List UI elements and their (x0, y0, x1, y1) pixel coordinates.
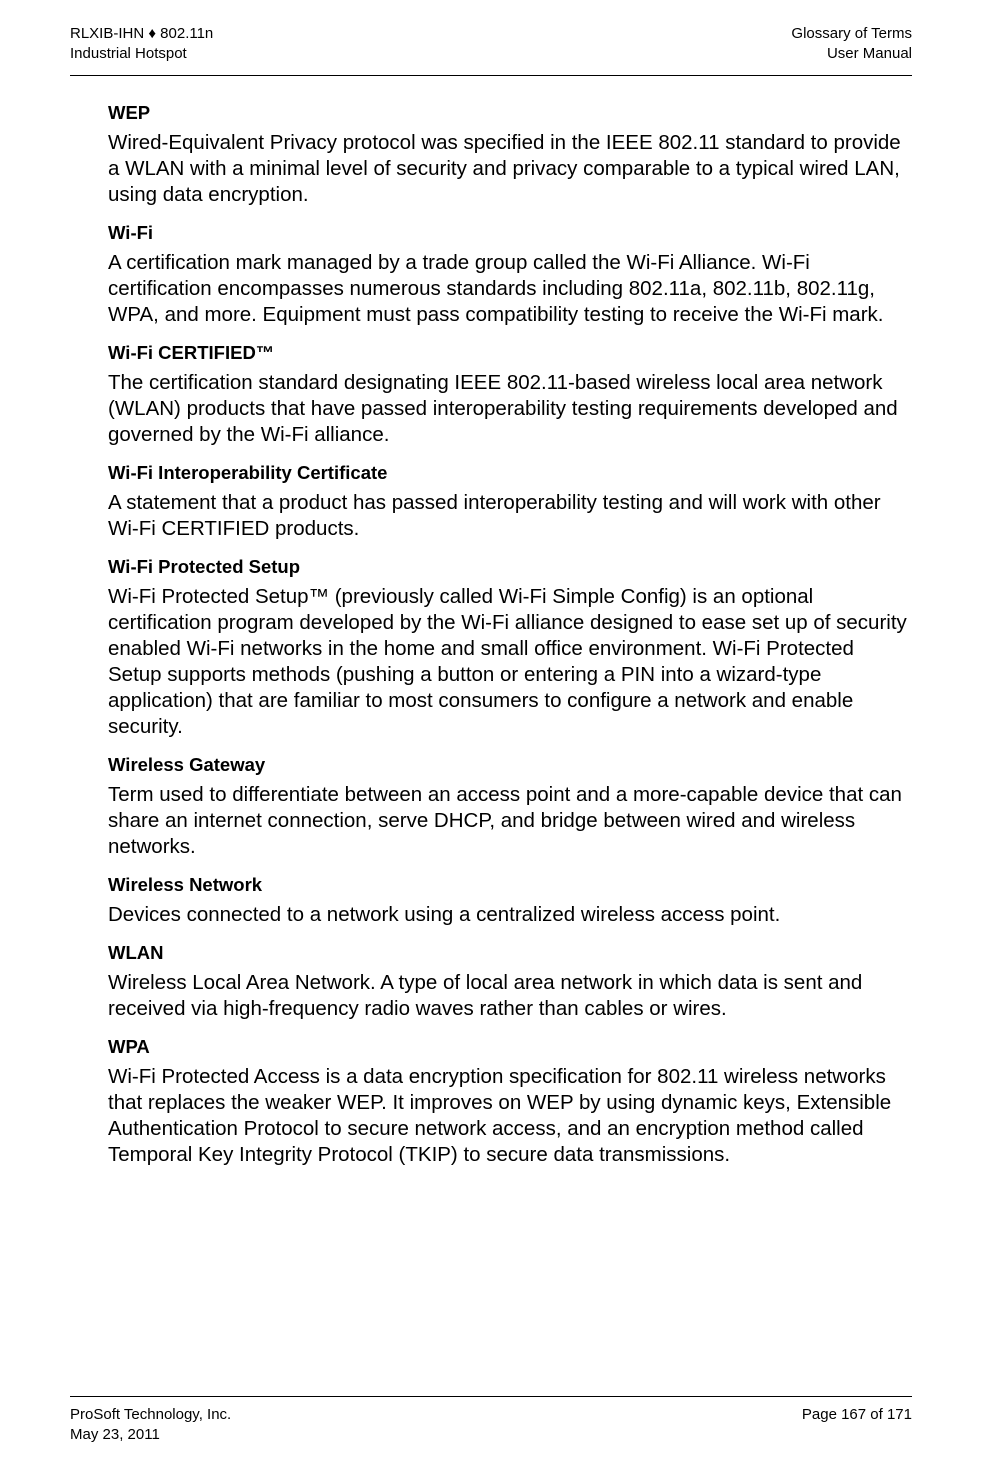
glossary-definition: Wired-Equivalent Privacy protocol was sp… (108, 130, 912, 208)
glossary-definition: A statement that a product has passed in… (108, 490, 912, 542)
glossary-definition: Wi-Fi Protected Access is a data encrypt… (108, 1064, 912, 1168)
glossary-term: Wi-Fi Interoperability Certificate (108, 462, 912, 484)
header-right-line1: Glossary of Terms (791, 24, 912, 44)
glossary-definition: Devices connected to a network using a c… (108, 902, 912, 928)
footer-date: May 23, 2011 (70, 1425, 231, 1445)
glossary-entry: Wi-Fi CERTIFIED™ The certification stand… (108, 342, 912, 448)
page: RLXIB-IHN ♦ 802.11n Industrial Hotspot G… (0, 0, 982, 1469)
glossary-entry: Wireless Network Devices connected to a … (108, 874, 912, 928)
glossary-definition: Wi-Fi Protected Setup™ (previously calle… (108, 584, 912, 740)
glossary-definition: The certification standard designating I… (108, 370, 912, 448)
glossary-term: Wireless Network (108, 874, 912, 896)
footer-left: ProSoft Technology, Inc. May 23, 2011 (70, 1405, 231, 1446)
glossary-entry: Wi-Fi Interoperability Certificate A sta… (108, 462, 912, 542)
footer-page-number: Page 167 of 171 (802, 1405, 912, 1425)
footer-right: Page 167 of 171 (802, 1405, 912, 1446)
header-right-line2: User Manual (791, 44, 912, 64)
glossary-content: WEP Wired-Equivalent Privacy protocol wa… (70, 102, 912, 1169)
header-left: RLXIB-IHN ♦ 802.11n Industrial Hotspot (70, 24, 213, 65)
glossary-entry: WLAN Wireless Local Area Network. A type… (108, 942, 912, 1022)
footer-company: ProSoft Technology, Inc. (70, 1405, 231, 1425)
header-right: Glossary of Terms User Manual (791, 24, 912, 65)
header-left-line1: RLXIB-IHN ♦ 802.11n (70, 24, 213, 44)
glossary-entry: Wireless Gateway Term used to differenti… (108, 754, 912, 860)
glossary-term: WPA (108, 1036, 912, 1058)
page-footer: ProSoft Technology, Inc. May 23, 2011 Pa… (70, 1396, 912, 1446)
glossary-definition: Term used to differentiate between an ac… (108, 782, 912, 860)
glossary-definition: Wireless Local Area Network. A type of l… (108, 970, 912, 1022)
glossary-term: WLAN (108, 942, 912, 964)
glossary-entry: Wi-Fi Protected Setup Wi-Fi Protected Se… (108, 556, 912, 740)
glossary-entry: WEP Wired-Equivalent Privacy protocol wa… (108, 102, 912, 208)
glossary-entry: WPA Wi-Fi Protected Access is a data enc… (108, 1036, 912, 1168)
glossary-entry: Wi-Fi A certification mark managed by a … (108, 222, 912, 328)
footer-row: ProSoft Technology, Inc. May 23, 2011 Pa… (70, 1405, 912, 1446)
glossary-term: WEP (108, 102, 912, 124)
glossary-term: Wi-Fi Protected Setup (108, 556, 912, 578)
page-header: RLXIB-IHN ♦ 802.11n Industrial Hotspot G… (70, 24, 912, 76)
header-left-line2: Industrial Hotspot (70, 44, 213, 64)
glossary-definition: A certification mark managed by a trade … (108, 250, 912, 328)
glossary-term: Wireless Gateway (108, 754, 912, 776)
glossary-term: Wi-Fi (108, 222, 912, 244)
footer-rule (70, 1396, 912, 1397)
glossary-term: Wi-Fi CERTIFIED™ (108, 342, 912, 364)
